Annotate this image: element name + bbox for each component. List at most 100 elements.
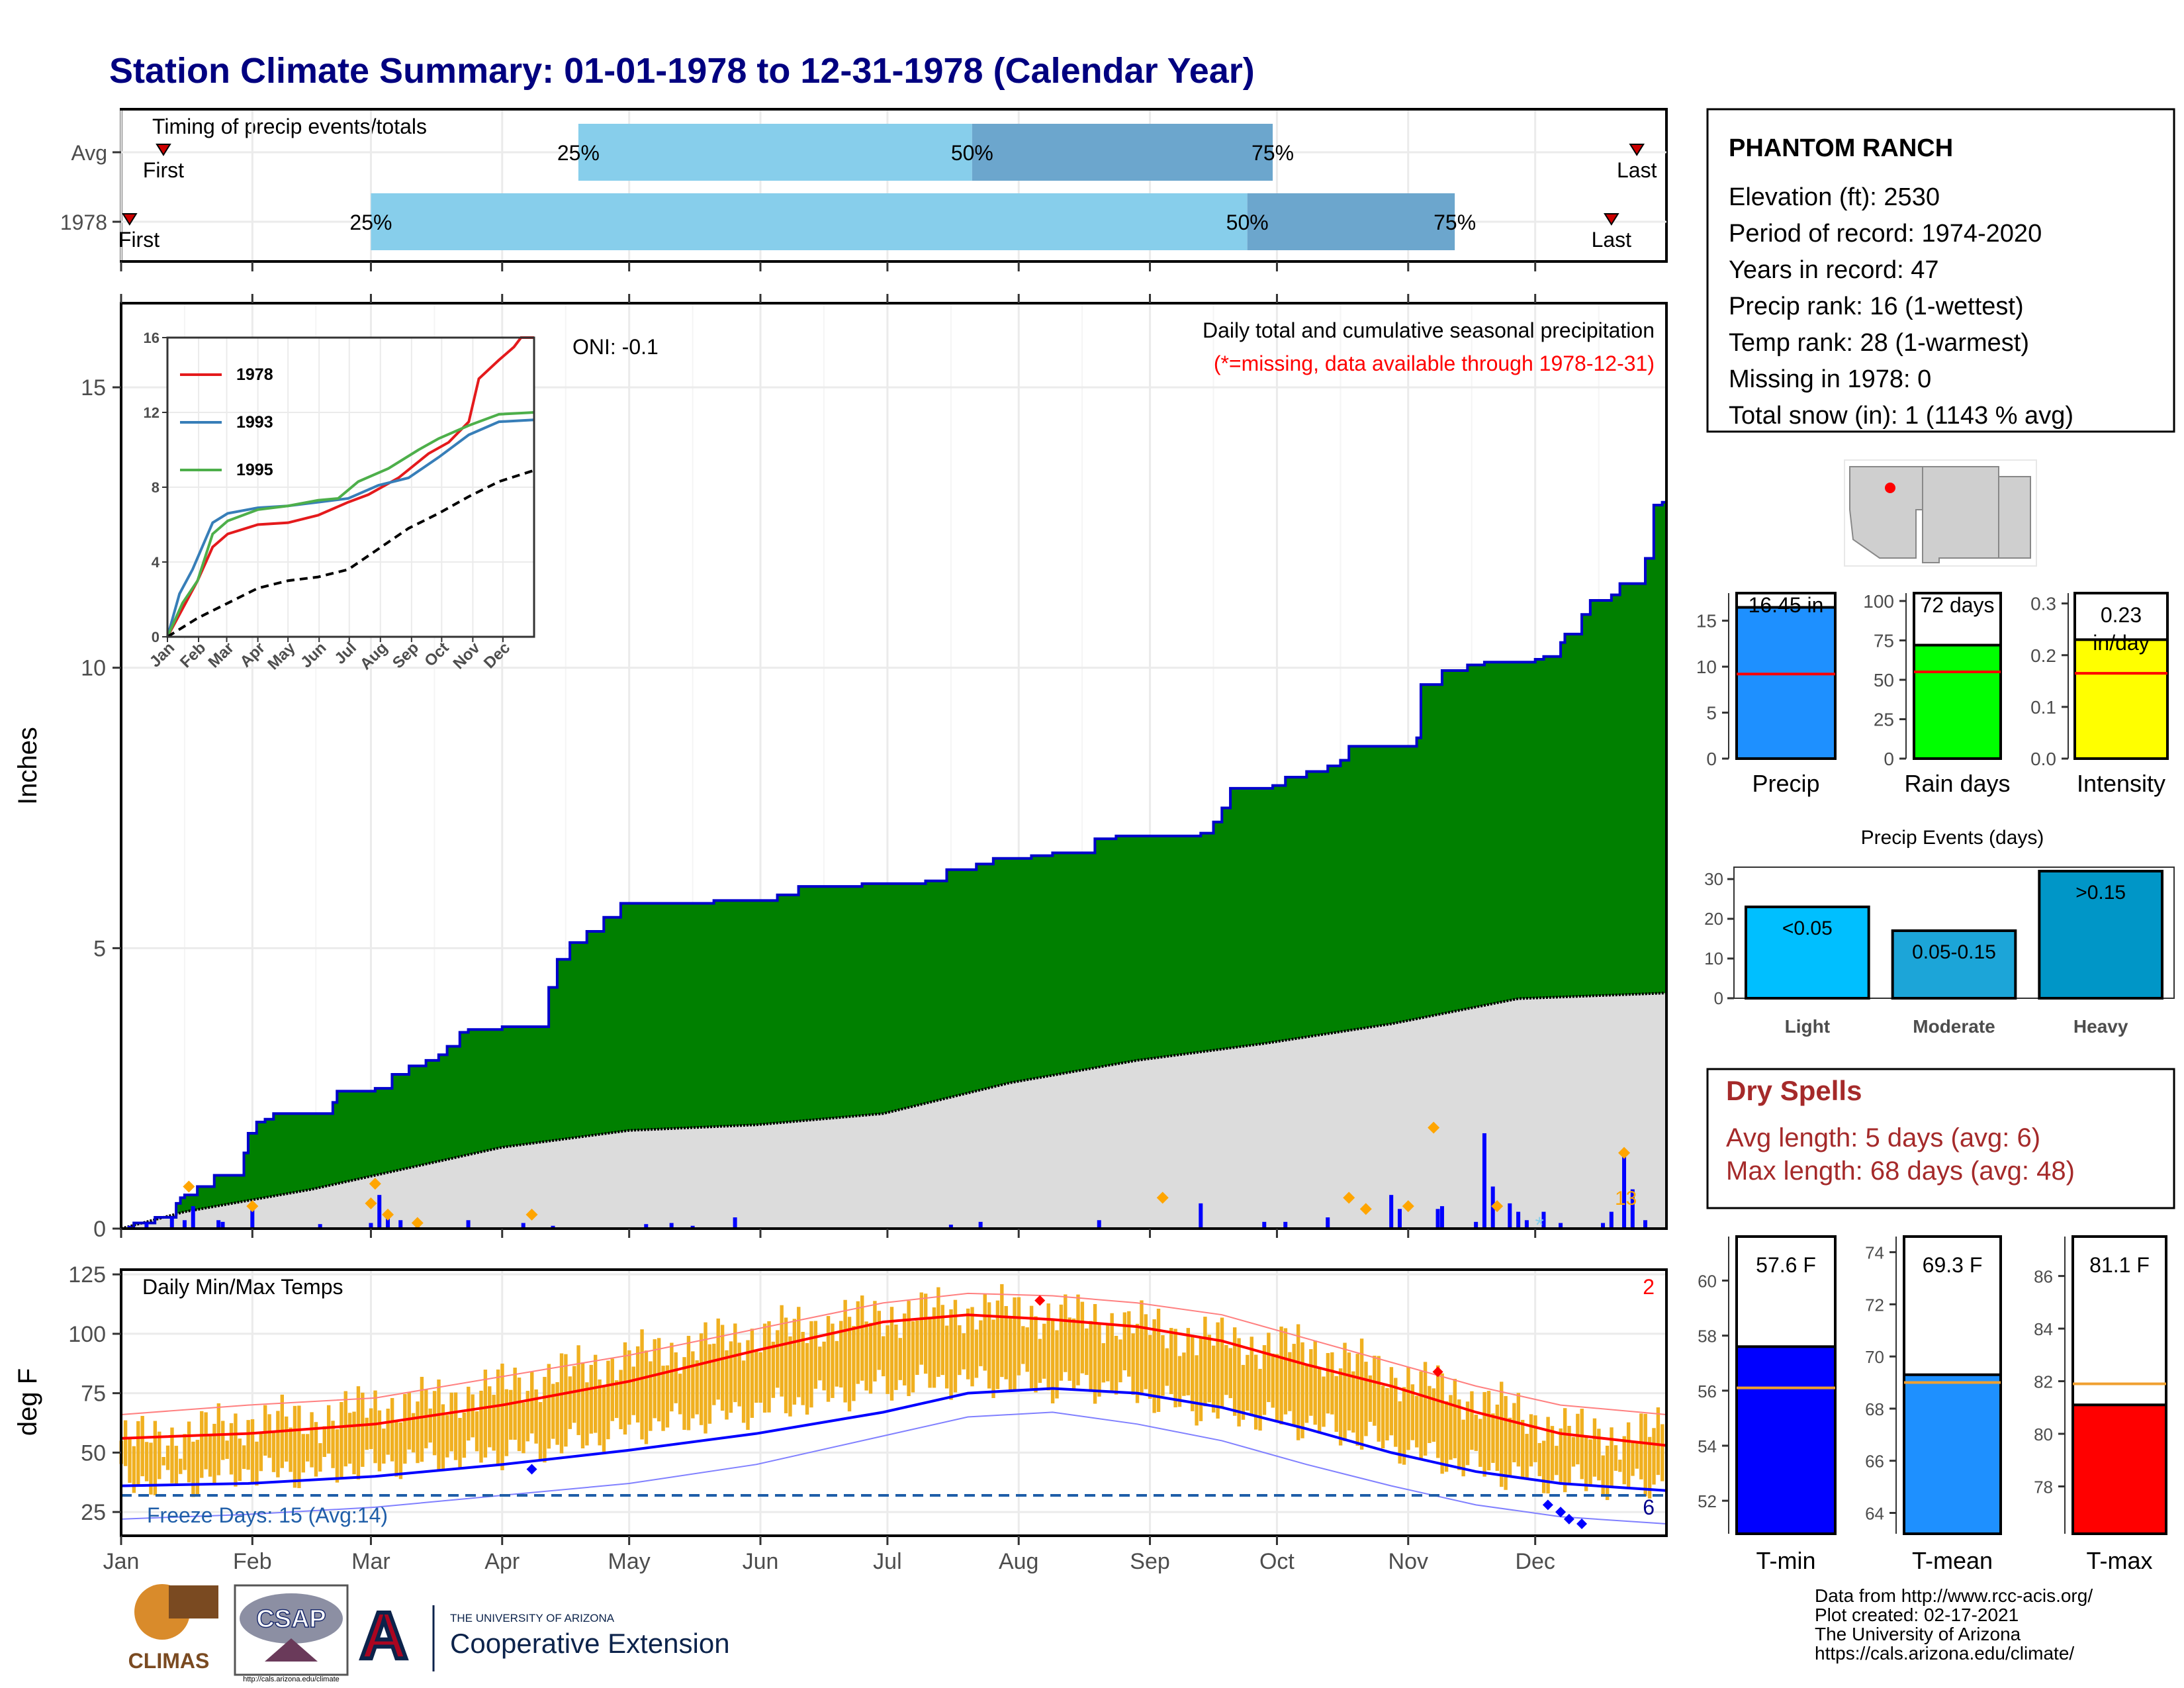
tmean-ytick-label: 66 (1865, 1452, 1884, 1472)
daily-temp-range-bar (161, 1457, 165, 1466)
oni-label: ONI: -0.1 (572, 335, 659, 359)
daily-temp-range-bar (623, 1342, 627, 1435)
daily-temp-range-bar (377, 1410, 382, 1472)
daily-temp-range-bar (293, 1405, 297, 1488)
last-event-label: Last (1617, 158, 1657, 182)
timing-row-label: 1978 (60, 211, 107, 234)
daily-temp-range-bar (991, 1319, 995, 1398)
inset-ytick-label: 12 (144, 404, 159, 421)
daily-temp-range-bar (585, 1382, 589, 1446)
daily-temp-range-bar (1271, 1353, 1275, 1408)
daily-temp-range-bar (1177, 1356, 1182, 1407)
dry-spells-avg: Avg length: 5 days (avg: 6) (1726, 1123, 2040, 1152)
rain-days-ytick-label: 75 (1874, 630, 1894, 651)
daily-temp-range-bar (1457, 1399, 1461, 1470)
daily-precip-bar (521, 1223, 525, 1229)
daily-temp-range-bar (1246, 1354, 1250, 1411)
daily-temp-range-bar (1343, 1342, 1347, 1442)
climas-logo-block (169, 1585, 218, 1618)
map-texas-edge (1998, 476, 2031, 559)
daily-temp-range-bar (1220, 1317, 1224, 1409)
daily-precip-bar (1508, 1203, 1512, 1229)
daily-temp-range-bar (1576, 1413, 1580, 1465)
daily-temp-range-bar (1479, 1419, 1482, 1467)
csap-url: http://cals.arizona.edu/climate (243, 1675, 340, 1683)
daily-temp-range-bar (1110, 1313, 1114, 1392)
daily-temp-range-bar (1191, 1336, 1195, 1411)
daily-temp-range-bar (1428, 1385, 1432, 1443)
tmean-value-label: 69.3 F (1923, 1253, 1983, 1277)
daily-temp-range-bar (221, 1421, 225, 1460)
daily-temp-range-bar (822, 1341, 826, 1391)
daily-temp-range-bar (949, 1309, 953, 1400)
daily-precip-bar (398, 1220, 403, 1229)
daily-temp-range-bar (420, 1376, 424, 1462)
record-high-count: 2 (1643, 1275, 1655, 1299)
daily-temp-range-bar (729, 1341, 733, 1413)
daily-temp-range-bar (852, 1326, 856, 1401)
daily-temp-range-bar (699, 1333, 704, 1425)
tmin-ytick-label: 58 (1698, 1327, 1717, 1346)
timing-panel: Timing of precip events/totals Avg 1978 2… (60, 108, 1668, 271)
tmax-ytick-label: 80 (2034, 1425, 2053, 1444)
daily-precip-bar (1262, 1221, 1267, 1229)
daily-temp-range-bar (649, 1361, 653, 1431)
daily-precip-bar (191, 1206, 195, 1229)
daily-temp-range-bar (1635, 1442, 1639, 1469)
station-info-box: PHANTOM RANCH Elevation (ft): 2530 Period… (1706, 108, 2175, 433)
daily-precip-bar (1601, 1223, 1606, 1229)
daily-temp-range-bar (500, 1363, 504, 1471)
station-box-frame (1706, 108, 2175, 433)
daily-temp-range-bar (136, 1421, 140, 1486)
location-map (1844, 459, 2037, 567)
daily-temp-range-bar (259, 1431, 263, 1472)
daily-temp-range-bar (1283, 1328, 1288, 1415)
daily-temp-range-bar (1359, 1338, 1364, 1450)
daily-temp-range-bar (225, 1440, 229, 1459)
daily-temp-range-bar (1334, 1376, 1338, 1432)
daily-temp-range-bar (1546, 1417, 1550, 1494)
daily-precip-bar (1524, 1220, 1529, 1229)
daily-temp-range-bar (382, 1429, 386, 1464)
daily-temp-range-bar (1580, 1409, 1584, 1479)
daily-temp-range-bar (1520, 1419, 1525, 1479)
daily-temp-range-bar (750, 1329, 754, 1418)
credit-line: Data from http://www.rcc-acis.org/ (1815, 1585, 2093, 1606)
daily-precip-bar (1326, 1217, 1330, 1229)
precip-ytick-label: 15 (81, 375, 106, 400)
daily-temp-range-bar (1122, 1312, 1127, 1371)
daily-temp-range-bar (1639, 1413, 1643, 1479)
daily-temp-range-bar (373, 1390, 377, 1464)
timing-bar-25-50 (578, 124, 972, 181)
daily-temp-range-bar (665, 1365, 670, 1428)
record-low-marker (526, 1464, 537, 1475)
station-info-line: Total snow (in): 1 (1143 % avg) (1729, 402, 2073, 430)
daily-temp-range-bar (479, 1390, 483, 1463)
precip-events-chart: Precip Events (days) 0 10 20 30 <0.05 Light 0.0… (1704, 827, 2175, 1037)
dry-spells-frame (1706, 1068, 2175, 1209)
daily-temp-range-bar (979, 1320, 983, 1366)
daily-temp-range-bar (1453, 1378, 1457, 1458)
daily-temp-range-bar (416, 1401, 420, 1464)
daily-temp-range-bar (1529, 1414, 1533, 1467)
precip-chart-title: Daily total and cumulative seasonal prec… (1203, 318, 1655, 342)
station-info-line: Precip rank: 16 (1-wettest) (1729, 293, 2024, 320)
cumulative-precip-line (121, 499, 1668, 1230)
daily-precip-bar (1643, 1220, 1648, 1229)
daily-temp-range-bar (1512, 1403, 1516, 1462)
daily-temp-range-bar (737, 1342, 741, 1407)
intensity-ytick-label: 0.1 (2030, 697, 2056, 718)
tmean-ytick-label: 74 (1865, 1243, 1884, 1263)
daily-temp-range-bar (1038, 1338, 1042, 1383)
station-info-line: Period of record: 1974-2020 (1729, 220, 2042, 248)
daily-temp-range-bar (310, 1412, 314, 1468)
events-category-label: Moderate (1913, 1016, 1995, 1037)
daily-temp-range-bar (441, 1404, 445, 1472)
daily-temp-range-bar (208, 1434, 212, 1477)
precip-ytick-label: 5 (93, 936, 106, 961)
daily-temp-range-bar (1059, 1304, 1064, 1381)
daily-temp-range-bar (522, 1402, 525, 1454)
daily-temp-range-bar (864, 1321, 868, 1391)
daily-temp-range-bar (543, 1377, 547, 1463)
